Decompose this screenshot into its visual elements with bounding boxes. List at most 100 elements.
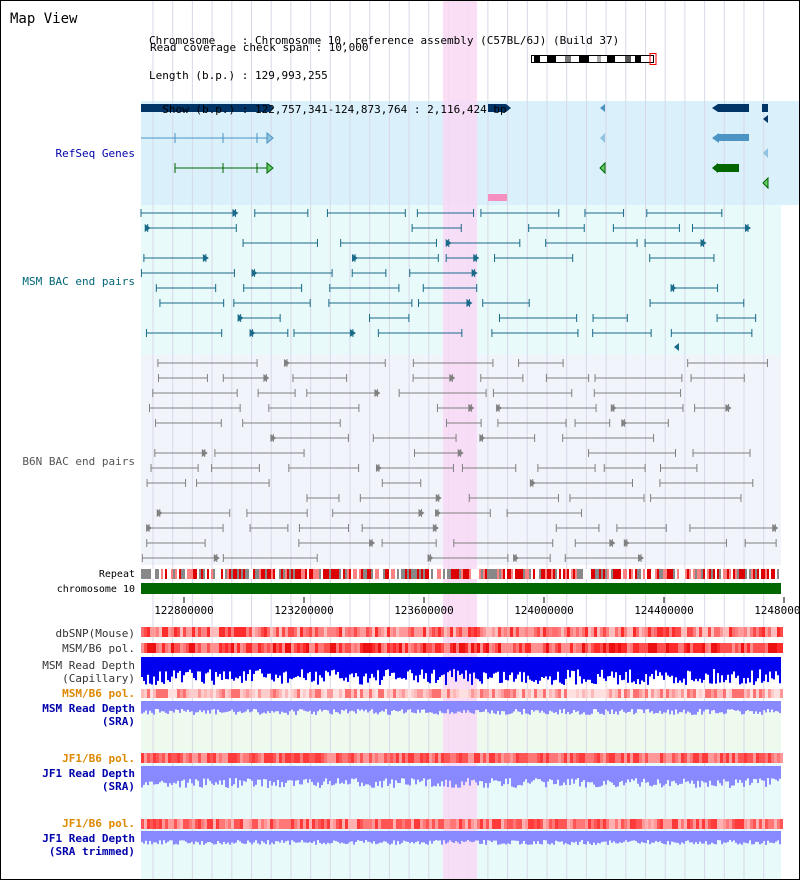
depth-bar — [387, 766, 389, 786]
depth-bar — [223, 831, 225, 842]
depth-bar — [515, 657, 517, 679]
depth-bar — [683, 657, 685, 679]
depth-bar — [421, 766, 423, 781]
depth-bar — [595, 831, 597, 845]
depth-bar — [503, 657, 505, 672]
depth-bar — [473, 831, 475, 842]
heat-cell — [318, 689, 321, 698]
heat-cell — [540, 627, 543, 637]
depth-bar — [303, 766, 305, 780]
repeat-cell — [571, 569, 573, 579]
heat-cell — [336, 643, 339, 653]
repeat-cell — [447, 569, 449, 579]
heat-cell — [630, 819, 633, 829]
depth-bar — [455, 657, 457, 682]
depth-bar — [745, 831, 747, 843]
heat-cell — [507, 689, 510, 698]
depth-bar — [237, 766, 239, 788]
depth-bar — [591, 766, 593, 783]
heat-cell — [645, 753, 648, 763]
heat-cell — [192, 689, 195, 698]
depth-bar — [309, 831, 311, 842]
repeat-cell — [301, 569, 303, 579]
heat-cell — [261, 643, 264, 653]
depth-bar — [549, 766, 551, 780]
repeat-cell — [217, 569, 219, 579]
depth-bar — [299, 831, 301, 843]
repeat-cell — [465, 569, 467, 579]
depth-bar — [607, 831, 609, 845]
heat-cell — [420, 643, 423, 653]
heat-cell — [684, 643, 687, 653]
track-label-msm-pol-2: MSM/B6 pol. — [62, 687, 135, 700]
depth-bar — [195, 831, 197, 842]
heat-cell — [519, 753, 522, 763]
depth-bar — [407, 701, 409, 710]
heat-cell — [177, 627, 180, 637]
heat-cell — [711, 689, 714, 698]
repeat-cell — [565, 569, 567, 579]
heat-cell — [774, 627, 777, 637]
depth-bar — [589, 701, 591, 715]
depth-bar — [345, 701, 347, 710]
depth-bar — [329, 766, 331, 781]
heat-cell — [681, 643, 684, 653]
heat-cell — [240, 643, 243, 653]
depth-bar — [707, 657, 709, 675]
depth-bar — [415, 701, 417, 714]
chromosome-ideogram[interactable] — [531, 53, 657, 65]
depth-bar — [301, 657, 303, 670]
heat-cell — [582, 627, 585, 637]
heat-cell — [450, 689, 453, 698]
heat-cell — [222, 689, 225, 698]
depth-bar — [693, 831, 695, 845]
repeat-cell — [159, 569, 161, 579]
track-label-jf1-depth: JF1 Read Depth — [42, 767, 135, 780]
depth-bar — [285, 657, 287, 672]
heat-cell — [432, 627, 435, 637]
repeat-cell — [363, 569, 365, 579]
depth-bar — [531, 766, 533, 782]
heat-cell — [771, 627, 774, 637]
repeat-cell — [627, 569, 629, 579]
depth-bar — [695, 766, 697, 788]
heat-cell — [492, 689, 495, 698]
heat-cell — [327, 753, 330, 763]
heat-cell — [552, 627, 555, 637]
depth-bar — [243, 657, 245, 672]
heat-cell — [687, 689, 690, 698]
heat-cell — [231, 689, 234, 698]
depth-bar — [303, 831, 305, 843]
depth-bar — [729, 701, 731, 710]
depth-bar — [187, 657, 189, 672]
depth-bar — [187, 831, 189, 844]
depth-bar — [417, 766, 419, 780]
depth-bar — [383, 701, 385, 712]
depth-bar — [639, 701, 641, 710]
depth-bar — [443, 831, 445, 841]
heat-cell — [636, 753, 639, 763]
heat-cell — [258, 753, 261, 763]
depth-bar — [315, 657, 317, 672]
heat-cell — [420, 689, 423, 698]
heat-cell — [150, 819, 153, 829]
depth-bar — [727, 657, 729, 675]
repeat-cell — [703, 569, 705, 579]
repeat-cell — [705, 569, 707, 579]
heat-cell — [288, 643, 291, 653]
depth-bar — [725, 657, 727, 680]
repeat-cell — [207, 569, 209, 579]
heat-cell — [624, 643, 627, 653]
heat-cell — [735, 819, 738, 829]
heat-cell — [711, 753, 714, 763]
repeat-cell — [485, 569, 487, 579]
depth-bar — [731, 766, 733, 786]
depth-bar — [623, 657, 625, 680]
heat-cell — [219, 643, 222, 653]
heat-cell — [471, 643, 474, 653]
repeat-cell — [755, 569, 757, 579]
depth-bar — [719, 657, 721, 683]
depth-bar — [211, 831, 213, 844]
depth-bar — [411, 657, 413, 674]
